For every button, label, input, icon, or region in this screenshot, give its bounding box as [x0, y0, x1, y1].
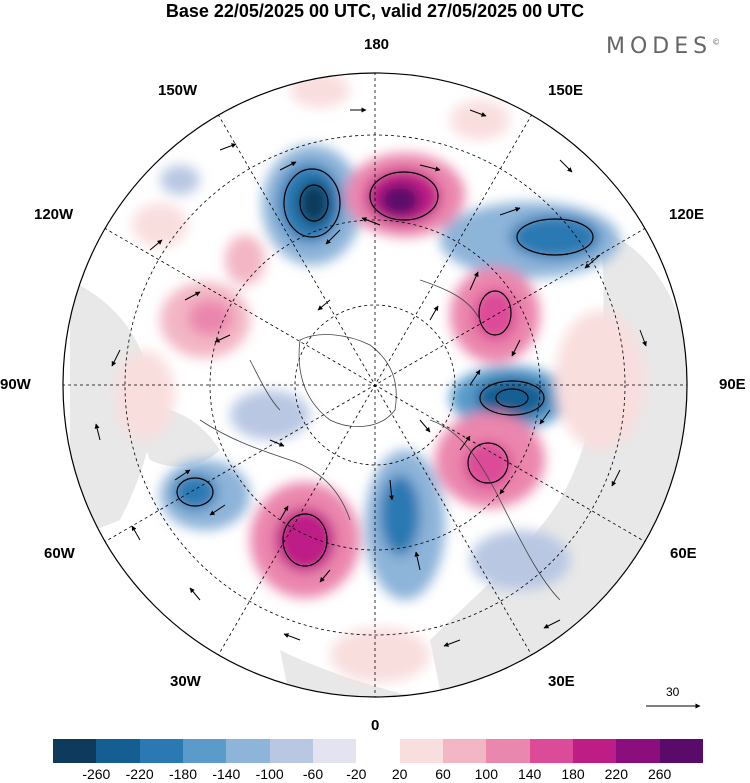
lon-label-90e: 90E	[719, 376, 746, 393]
wind-vectors	[94, 107, 647, 647]
colorbar	[53, 739, 703, 763]
lon-label-60w: 60W	[44, 545, 75, 562]
colorbar-swatch	[226, 739, 270, 763]
map-boundary	[62, 72, 688, 698]
colorbar-swatch	[53, 739, 97, 763]
lon-label-60e: 60E	[670, 545, 697, 562]
colorbar-tick-label: -180	[168, 766, 198, 782]
colorbar-swatch	[182, 739, 227, 763]
coastlines	[199, 279, 561, 601]
colorbar-tick-label: -220	[125, 766, 154, 782]
colorbar-swatch	[139, 739, 183, 763]
colorbar-swatch	[96, 739, 140, 763]
colorbar-tick-label: -140	[212, 766, 241, 782]
colorbar-tick-label: -60	[302, 766, 324, 782]
colorbar-tick-label: 180	[561, 766, 585, 782]
lon-label-120e: 120E	[669, 206, 705, 223]
colorbar-swatch	[312, 739, 357, 763]
polar-map	[62, 72, 701, 709]
colorbar-tick-label: 260	[647, 766, 672, 782]
colorbar-swatch	[572, 739, 617, 763]
colorbar-tick-label: -20	[346, 766, 367, 782]
lon-label-90w: 90W	[0, 376, 31, 393]
lon-label-150e: 150E	[548, 82, 584, 99]
lon-label-120w: 120W	[34, 206, 74, 223]
colorbar-tick-label: -260	[82, 766, 111, 782]
colorbar-tick-label: 20	[391, 766, 408, 782]
colorbar-tick-label: 100	[474, 766, 499, 782]
colorbar-swatch	[442, 739, 487, 763]
reference-vector-label: 30	[666, 685, 680, 699]
lon-label-0: 0	[371, 717, 380, 734]
colorbar-swatch	[529, 739, 573, 763]
colorbar-swatch	[659, 739, 703, 763]
colorbar-swatch	[269, 739, 313, 763]
lon-label-150w: 150W	[158, 82, 198, 99]
colorbar-swatch	[616, 739, 660, 763]
colorbar-tick-label: 140	[517, 766, 542, 782]
map-title: Base 22/05/2025 00 UTC, valid 27/05/2025…	[165, 1, 585, 21]
lon-label-30w: 30W	[170, 673, 201, 690]
colorbar-tick-label: 220	[604, 766, 629, 782]
colorbar-swatch	[356, 739, 400, 763]
lon-label-30e: 30E	[548, 673, 575, 690]
map-disc	[63, 73, 687, 697]
modes-logo: MODES©	[606, 34, 721, 59]
contours	[176, 168, 594, 567]
colorbar-tick-label: 60	[435, 766, 451, 782]
colorbar-swatch	[486, 739, 530, 763]
colorbar-swatch	[399, 739, 443, 763]
lon-label-180: 180	[364, 36, 390, 53]
graticule	[63, 73, 687, 697]
colorbar-tick-label: -100	[255, 766, 284, 782]
